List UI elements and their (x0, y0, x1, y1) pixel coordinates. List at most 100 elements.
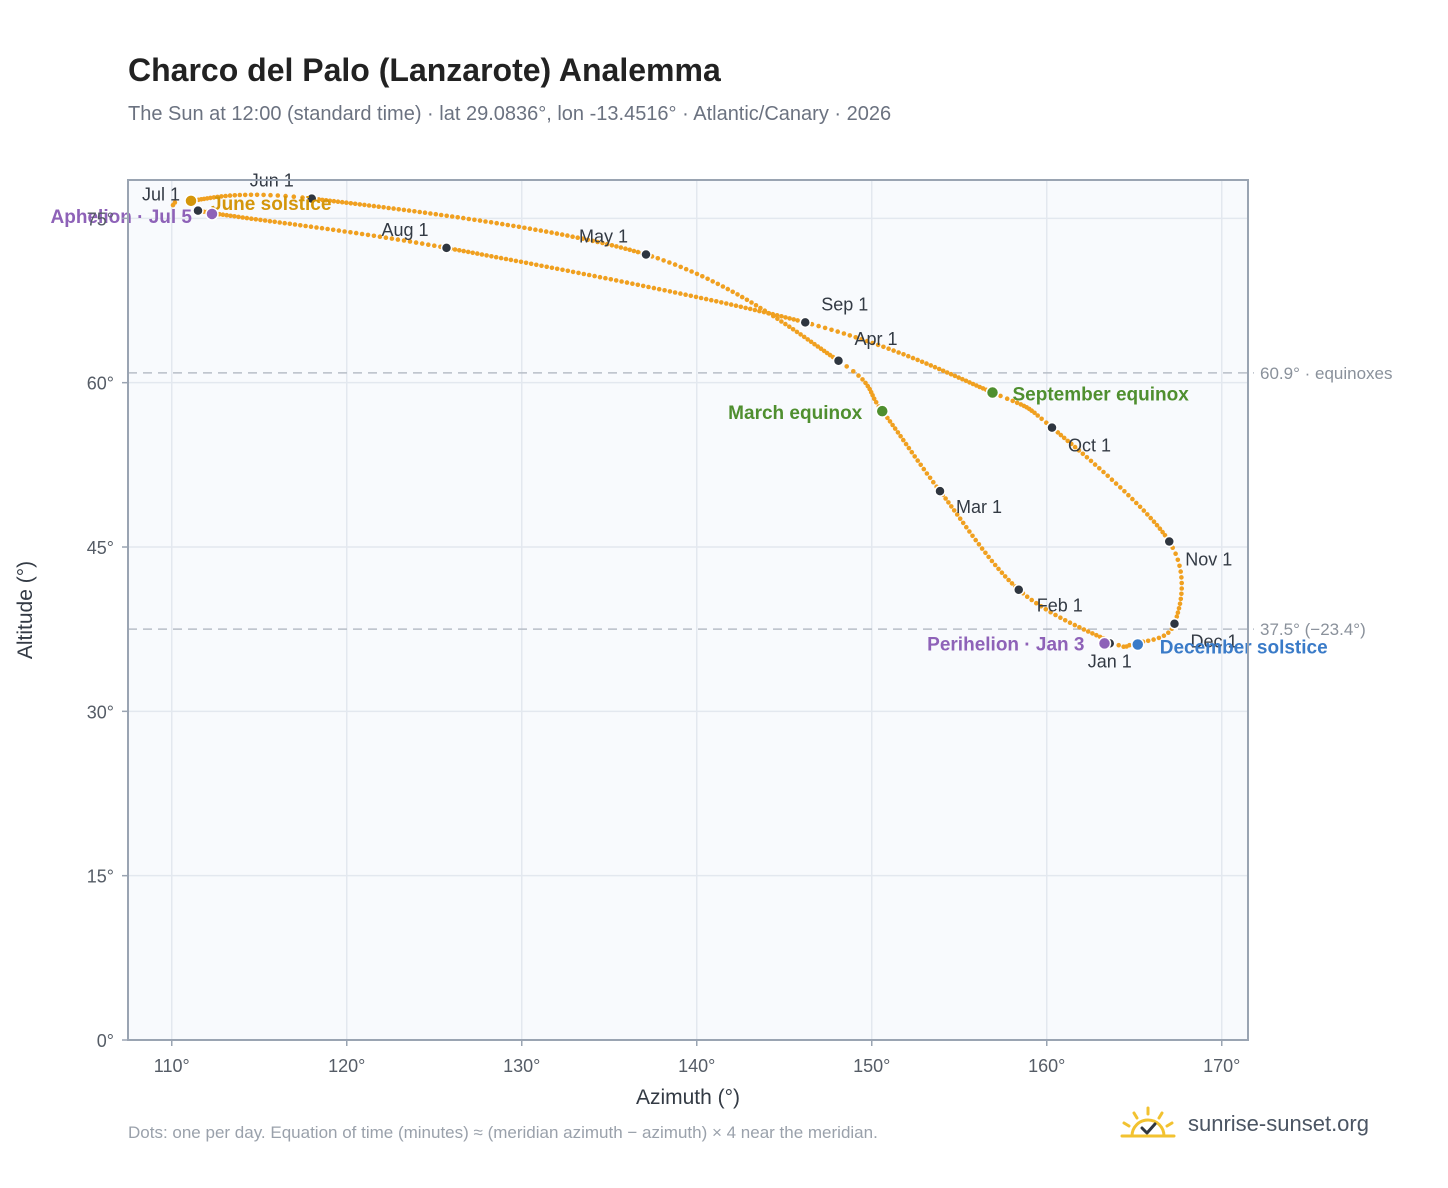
x-axis-label: Azimuth (°) (636, 1086, 740, 1109)
event-marker-dot (1097, 636, 1112, 651)
day-dot (901, 352, 906, 357)
day-dot (604, 241, 610, 247)
day-dot (298, 223, 303, 228)
day-dot (1039, 416, 1044, 422)
day-dot (689, 269, 694, 274)
reference-lines: 60.9° · equinoxes 37.5° (−23.4°) (128, 364, 1393, 639)
day-dot (662, 288, 667, 293)
day-dot (227, 193, 233, 198)
brand-name[interactable]: sunrise-sunset.org (1188, 1111, 1369, 1136)
day-dot (779, 319, 784, 324)
y-axis-label: Altitude (°) (14, 561, 37, 659)
day-dot (365, 232, 371, 238)
x-tick-label: 110° (154, 1056, 190, 1076)
day-dot (1126, 492, 1131, 498)
day-dot (444, 213, 450, 219)
day-dot (560, 267, 565, 273)
day-dot (516, 224, 522, 230)
day-dot (172, 200, 178, 205)
day-dot (479, 252, 485, 257)
day-dot (595, 239, 600, 245)
day-dot (964, 524, 969, 530)
day-dot (693, 294, 699, 300)
month-marker-dot (1046, 421, 1058, 434)
day-dot (1156, 635, 1162, 641)
day-dot (1157, 526, 1163, 531)
day-dot (219, 194, 224, 199)
day-dot (1081, 627, 1087, 632)
day-dot (864, 338, 870, 344)
day-dot (640, 283, 646, 289)
day-dot (494, 220, 500, 226)
day-dot (383, 235, 389, 240)
day-dot (461, 215, 466, 221)
day-dot (1048, 609, 1053, 615)
day-dot (348, 201, 354, 206)
day-dot (472, 217, 477, 223)
day-dot (275, 193, 281, 198)
day-dot (323, 198, 329, 203)
day-dot (774, 313, 780, 318)
day-dot (956, 375, 961, 380)
day-dot (635, 249, 641, 255)
y-tick-label: 15° (87, 867, 114, 887)
day-dot (518, 259, 524, 265)
day-dot (359, 231, 365, 237)
day-dot (960, 520, 966, 526)
day-dot (1175, 557, 1181, 563)
day-dot (651, 285, 657, 291)
day-dot (851, 369, 856, 374)
day-dot (406, 208, 412, 213)
month-marker-label: Jul 1 (142, 185, 180, 205)
month-marker-label: May 1 (579, 226, 628, 246)
day-dot (1002, 574, 1008, 579)
day-dot (743, 305, 748, 311)
day-dot (319, 225, 325, 231)
day-dot (906, 353, 911, 359)
day-dot (954, 512, 960, 517)
day-dot (1174, 614, 1180, 619)
chart-title: Charco del Palo (Lanzarote) Analemma (128, 52, 721, 88)
day-dot (1014, 400, 1020, 406)
day-dot (272, 219, 278, 225)
day-dot (779, 314, 784, 319)
day-dot (565, 268, 571, 274)
day-dot (366, 203, 372, 208)
day-dot (228, 213, 233, 219)
day-dot (766, 311, 772, 316)
day-dot (775, 316, 780, 322)
day-dot (1109, 477, 1115, 483)
day-dot (554, 231, 560, 236)
chart-subtitle: The Sun at 12:00 (standard time) · lat 2… (128, 103, 892, 125)
day-dot (887, 419, 893, 424)
day-dot (320, 197, 325, 203)
event-marker-dot (875, 404, 889, 418)
day-dot (303, 223, 308, 229)
day-dot (330, 227, 336, 233)
day-dot (348, 230, 353, 235)
day-dot (1154, 522, 1160, 528)
day-dot (549, 230, 554, 235)
day-dot (891, 348, 896, 353)
day-dot (619, 279, 624, 284)
day-dot (886, 346, 891, 352)
day-dot (946, 500, 951, 505)
day-dot (232, 193, 238, 198)
y-tick-label: 45° (87, 538, 114, 558)
day-dot (1038, 604, 1044, 609)
event-marker-dot (184, 194, 198, 208)
brand[interactable]: sunrise-sunset.org (1120, 1104, 1369, 1144)
day-dot (924, 361, 929, 366)
day-dot (220, 212, 226, 217)
day-dot (944, 370, 950, 375)
day-dot (918, 462, 923, 468)
day-dot (342, 229, 347, 234)
event-marker-dot (985, 385, 1000, 400)
day-dot (208, 195, 213, 201)
sun-logo-icon (1120, 1106, 1176, 1138)
day-dot (709, 297, 714, 303)
day-dot (1134, 500, 1139, 506)
day-dot (1077, 625, 1082, 630)
day-dot (428, 211, 433, 216)
month-marker-dot (799, 316, 811, 329)
